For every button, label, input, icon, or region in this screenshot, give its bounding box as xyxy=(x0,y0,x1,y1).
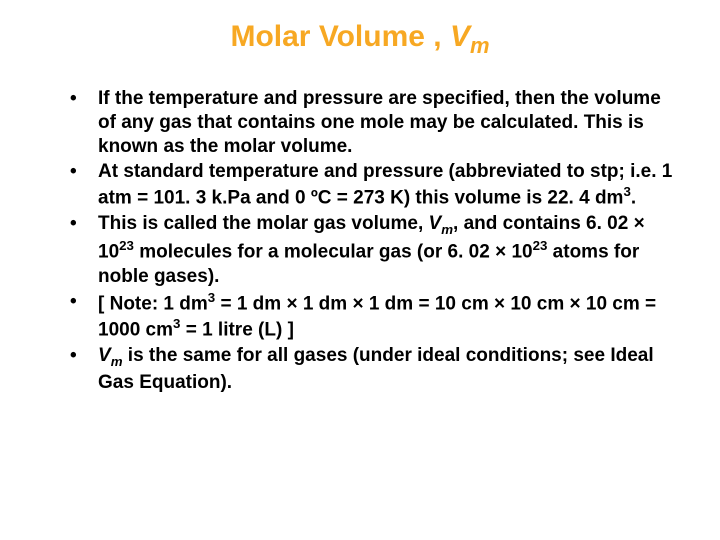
text-segment: This is called the molar gas volume, xyxy=(98,213,429,234)
text-segment: m xyxy=(111,354,123,369)
text-segment: molecules for a molecular gas (or 6. 02 … xyxy=(134,242,533,263)
bullet-item: This is called the molar gas volume, Vm,… xyxy=(70,212,680,288)
slide-title: Molar Volume , Vm xyxy=(40,20,680,59)
text-segment: At standard temperature and pressure (ab… xyxy=(98,161,672,208)
bullet-item: Vm is the same for all gases (under idea… xyxy=(70,344,680,394)
text-segment: . xyxy=(631,187,636,208)
bullet-item: At standard temperature and pressure (ab… xyxy=(70,160,680,210)
text-segment: [ Note: 1 dm xyxy=(98,294,208,315)
text-segment: = 1 litre (L) ] xyxy=(180,320,294,341)
text-segment: 23 xyxy=(533,238,548,253)
title-symbol: V xyxy=(450,20,470,53)
bullet-item: [ Note: 1 dm3 = 1 dm × 1 dm × 1 dm = 10 … xyxy=(70,290,680,342)
text-segment: V xyxy=(429,213,442,234)
text-segment: 3 xyxy=(623,184,630,199)
text-segment: m xyxy=(441,222,453,237)
text-segment: is the same for all gases (under ideal c… xyxy=(98,345,654,392)
title-subscript: m xyxy=(470,33,490,58)
bullet-item: If the temperature and pressure are spec… xyxy=(70,87,680,158)
title-main: Molar Volume , xyxy=(230,20,449,53)
text-segment: V xyxy=(98,345,111,366)
text-segment: If the temperature and pressure are spec… xyxy=(98,88,661,157)
text-segment: 23 xyxy=(119,238,134,253)
content-list: If the temperature and pressure are spec… xyxy=(40,87,680,395)
